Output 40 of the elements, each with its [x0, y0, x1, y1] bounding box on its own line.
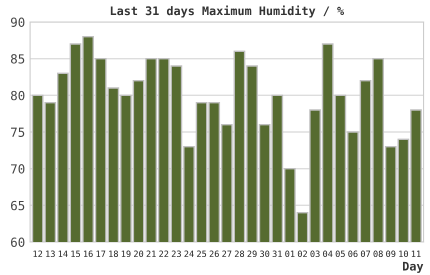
x-tick-label: 13	[46, 250, 55, 258]
x-tick-label: 29	[248, 250, 257, 258]
x-tick-label: 23	[172, 250, 181, 258]
x-tick-label: 19	[122, 250, 131, 258]
x-tick-label: 03	[310, 250, 320, 258]
y-tick-label: 85	[10, 54, 24, 64]
x-tick-label: 12	[34, 250, 42, 257]
y-tick-label: 90	[10, 18, 24, 27]
y-tick-label: 80	[10, 90, 24, 100]
chart-title: Last 31 days Maximum Humidity / %	[110, 5, 344, 18]
y-tick-label: 65	[11, 200, 24, 210]
x-tick-label: 10	[399, 250, 408, 258]
y-tick-label: 75	[11, 128, 24, 137]
x-tick-label: 02	[298, 250, 307, 258]
x-tick-label: 22	[159, 250, 168, 257]
x-tick-label: 18	[109, 250, 118, 258]
x-tick-label: 25	[197, 250, 206, 258]
x-tick-label: 26	[210, 250, 219, 258]
x-axis-title: Day	[403, 262, 424, 273]
x-tick-label: 07	[360, 250, 370, 258]
x-tick-label: 20	[134, 250, 144, 258]
y-tick-label: 60	[11, 238, 24, 247]
x-tick-label: 21	[146, 250, 156, 257]
x-tick-label: 24	[184, 250, 194, 257]
x-tick-label: 27	[222, 250, 232, 257]
x-tick-label: 04	[323, 250, 332, 258]
x-tick-label: 15	[71, 250, 80, 258]
x-tick-label: 16	[84, 250, 93, 258]
x-tick-label: 14	[58, 250, 68, 257]
x-tick-label: 06	[348, 250, 358, 258]
x-tick-label: 09	[386, 250, 396, 258]
x-tick-label: 08	[374, 250, 383, 258]
x-tick-label: 01	[285, 250, 294, 258]
x-tick-label: 05	[336, 250, 345, 258]
x-tick-label: 30	[260, 250, 270, 258]
x-tick-label: 11	[412, 250, 421, 257]
x-tick-label: 28	[234, 250, 244, 258]
x-tick-label: 31	[272, 250, 282, 258]
y-tick-label: 70	[11, 164, 24, 174]
x-tick-label: 17	[96, 250, 106, 257]
